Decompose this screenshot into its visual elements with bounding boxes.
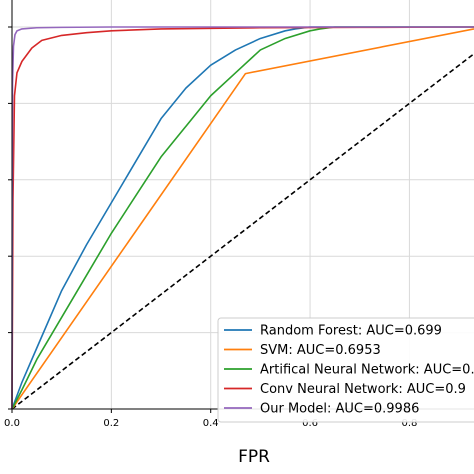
x-tick-label: 0.2 (103, 418, 119, 429)
x-axis-label: FPR (238, 447, 270, 467)
series-line-our-model (11, 26, 474, 410)
legend-label-random-forest: Random Forest: AUC=0.699 (260, 324, 442, 339)
legend: Random Forest: AUC=0.699 SVM: AUC=0.6953 A… (217, 317, 474, 423)
reference-diagonal (11, 53, 474, 410)
legend-items: Random Forest: AUC=0.699 SVM: AUC=0.6953 A… (224, 324, 474, 417)
series-lines (11, 26, 474, 410)
legend-label-svm: SVM: AUC=0.6953 (260, 343, 381, 358)
legend-label-artifical-neural-network: Artifical Neural Network: AUC=0. (260, 363, 474, 378)
x-tick-label: 0.6 (302, 418, 318, 429)
legend-label-our-model: Our Model: AUC=0.9986 (260, 402, 419, 417)
series-line-conv-neural-network (11, 26, 474, 410)
x-tick-label: 0.8 (401, 418, 417, 429)
legend-label-conv-neural-network: Conv Neural Network: AUC=0.9 (260, 382, 466, 397)
reference-line (11, 53, 474, 410)
x-tick-label: 0.4 (203, 418, 219, 429)
series-line-svm (11, 28, 474, 410)
legend-box (217, 317, 474, 423)
x-tick-label: 0.0 (4, 418, 20, 429)
